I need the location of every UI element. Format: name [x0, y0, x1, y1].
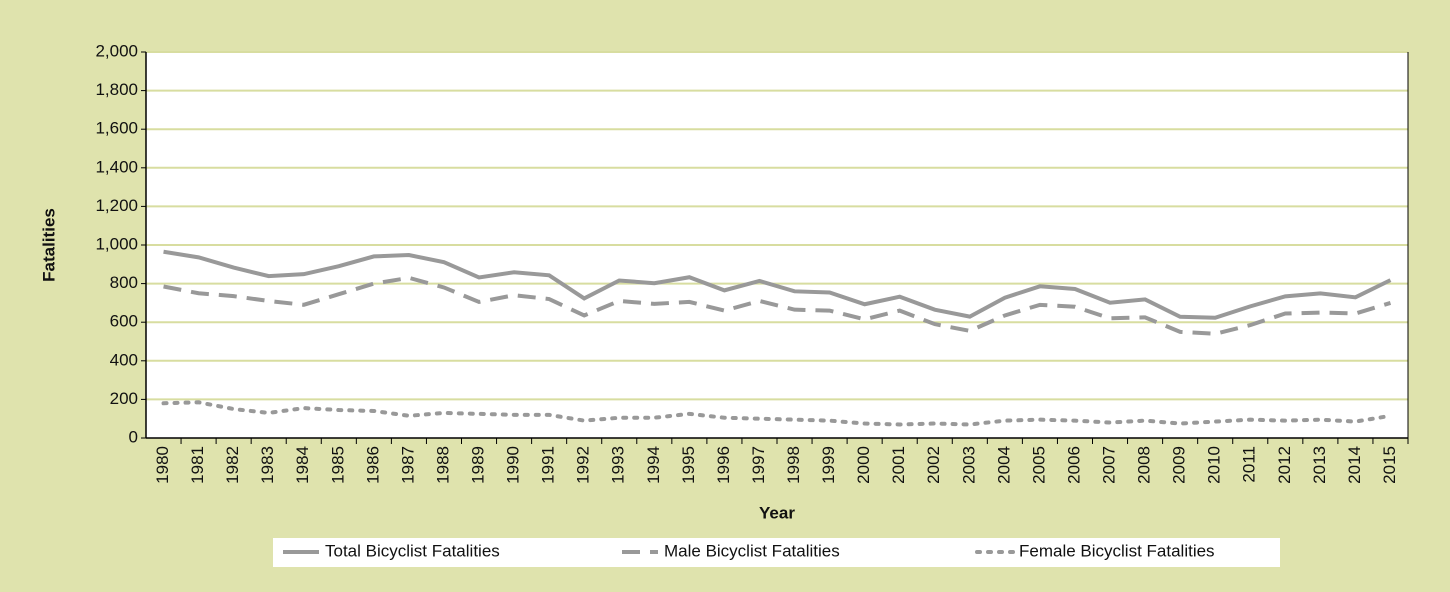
x-tick-label: 2002: [924, 446, 943, 484]
x-tick-label: 1997: [749, 446, 768, 484]
x-tick-label: 2004: [994, 446, 1013, 484]
x-tick-label: 1985: [328, 446, 347, 484]
legend-label: Total Bicyclist Fatalities: [325, 541, 500, 560]
x-tick-label: 2000: [854, 446, 873, 484]
x-axis-title: Year: [759, 503, 795, 522]
y-tick-label: 800: [110, 273, 138, 292]
y-tick-label: 1,200: [95, 196, 138, 215]
y-tick-label: 1,600: [95, 119, 138, 138]
x-tick-label: 1993: [609, 446, 628, 484]
x-tick-label: 1990: [504, 446, 523, 484]
x-tick-label: 2001: [889, 446, 908, 484]
x-tick-label: 2011: [1240, 446, 1259, 483]
x-tick-label: 2012: [1275, 446, 1294, 484]
y-axis-title: Fatalities: [39, 208, 58, 282]
x-tick-label: 1982: [223, 446, 242, 484]
x-tick-label: 1995: [679, 446, 698, 484]
x-tick-label: 2013: [1310, 446, 1329, 484]
line-series: [163, 275, 1392, 336]
x-tick-label: 1992: [574, 446, 593, 484]
x-tick-label: 1980: [153, 446, 172, 484]
x-tick-label: 1984: [293, 446, 312, 484]
line-series: [163, 249, 1392, 320]
y-tick-label: 200: [110, 389, 138, 408]
x-tick-label: 2003: [959, 446, 978, 484]
y-tick-label: 600: [110, 312, 138, 331]
x-tick-label: 1983: [258, 446, 277, 484]
legend: [273, 538, 1280, 567]
x-tick-label: 2008: [1135, 446, 1154, 484]
y-tick-label: 1,800: [95, 80, 138, 99]
x-tick-label: 2010: [1205, 446, 1224, 484]
x-tick-label: 1996: [714, 446, 733, 484]
x-tick-label: 1986: [363, 446, 382, 484]
x-tick-label: 1991: [539, 446, 558, 484]
x-tick-label: 1994: [644, 446, 663, 484]
x-tick-label: 1988: [433, 446, 452, 484]
x-tick-label: 1989: [469, 446, 488, 484]
x-tick-label: 2006: [1064, 446, 1083, 484]
y-tick-label: 0: [129, 427, 138, 446]
x-tick-label: 1981: [188, 446, 207, 484]
x-tick-label: 1987: [398, 446, 417, 484]
y-tick-label: 2,000: [95, 41, 138, 60]
y-tick-label: 1,400: [95, 157, 138, 176]
legend-label: Female Bicyclist Fatalities: [1019, 541, 1215, 560]
line-series: [161, 400, 1393, 427]
x-tick-label: 1998: [784, 446, 803, 484]
x-tick-label: 2005: [1029, 446, 1048, 484]
legend-label: Male Bicyclist Fatalities: [664, 541, 840, 560]
y-tick-label: 1,000: [95, 234, 138, 253]
x-tick-label: 2009: [1170, 446, 1189, 484]
x-tick-label: 2014: [1345, 446, 1364, 484]
x-tick-label: 1999: [819, 446, 838, 484]
y-tick-label: 400: [110, 350, 138, 369]
x-tick-label: 2007: [1100, 446, 1119, 484]
x-tick-label: 2015: [1380, 446, 1399, 484]
